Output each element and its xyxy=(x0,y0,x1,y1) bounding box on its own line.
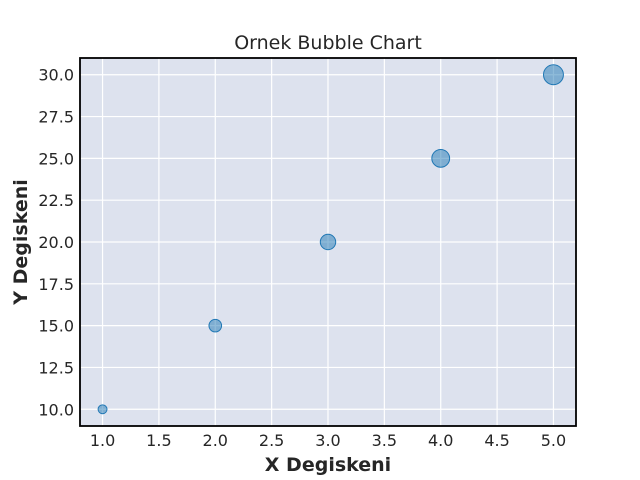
y-tick-label: 12.5 xyxy=(38,358,74,377)
x-tick-label: 5.0 xyxy=(541,431,566,450)
bubble-point xyxy=(431,148,451,168)
bubble-point xyxy=(319,233,337,251)
x-tick-label: 4.0 xyxy=(428,431,453,450)
y-tick-label: 25.0 xyxy=(38,149,74,168)
y-tick-label: 20.0 xyxy=(38,233,74,252)
chart-title: Ornek Bubble Chart xyxy=(234,32,422,54)
x-tick-label: 1.5 xyxy=(146,431,171,450)
y-tick-label: 30.0 xyxy=(38,66,74,85)
bubble-point xyxy=(208,318,223,333)
x-tick-label: 2.0 xyxy=(203,431,228,450)
bubbles xyxy=(97,64,564,415)
y-tick-label: 15.0 xyxy=(38,317,74,336)
x-tick-labels: 1.0 1.5 2.0 2.5 3.0 3.5 4.0 4.5 5.0 xyxy=(90,431,566,450)
bubble-point xyxy=(542,64,564,86)
y-tick-label: 10.0 xyxy=(38,400,74,419)
y-tick-label: 17.5 xyxy=(38,275,74,294)
y-tick-label: 22.5 xyxy=(38,191,74,210)
x-tick-label: 3.5 xyxy=(372,431,397,450)
x-tick-label: 1.0 xyxy=(90,431,115,450)
y-axis-label: Y Degiskeni xyxy=(10,179,32,306)
x-tick-label: 4.5 xyxy=(484,431,509,450)
x-tick-label: 3.0 xyxy=(315,431,340,450)
y-tick-labels: 10.0 12.5 15.0 17.5 20.0 22.5 25.0 27.5 30.0 xyxy=(38,66,74,420)
plot-frame xyxy=(79,57,577,427)
x-tick-label: 2.5 xyxy=(259,431,284,450)
bubble-point xyxy=(97,404,108,415)
x-axis-label: X Degiskeni xyxy=(265,454,391,476)
y-tick-label: 27.5 xyxy=(38,108,74,127)
